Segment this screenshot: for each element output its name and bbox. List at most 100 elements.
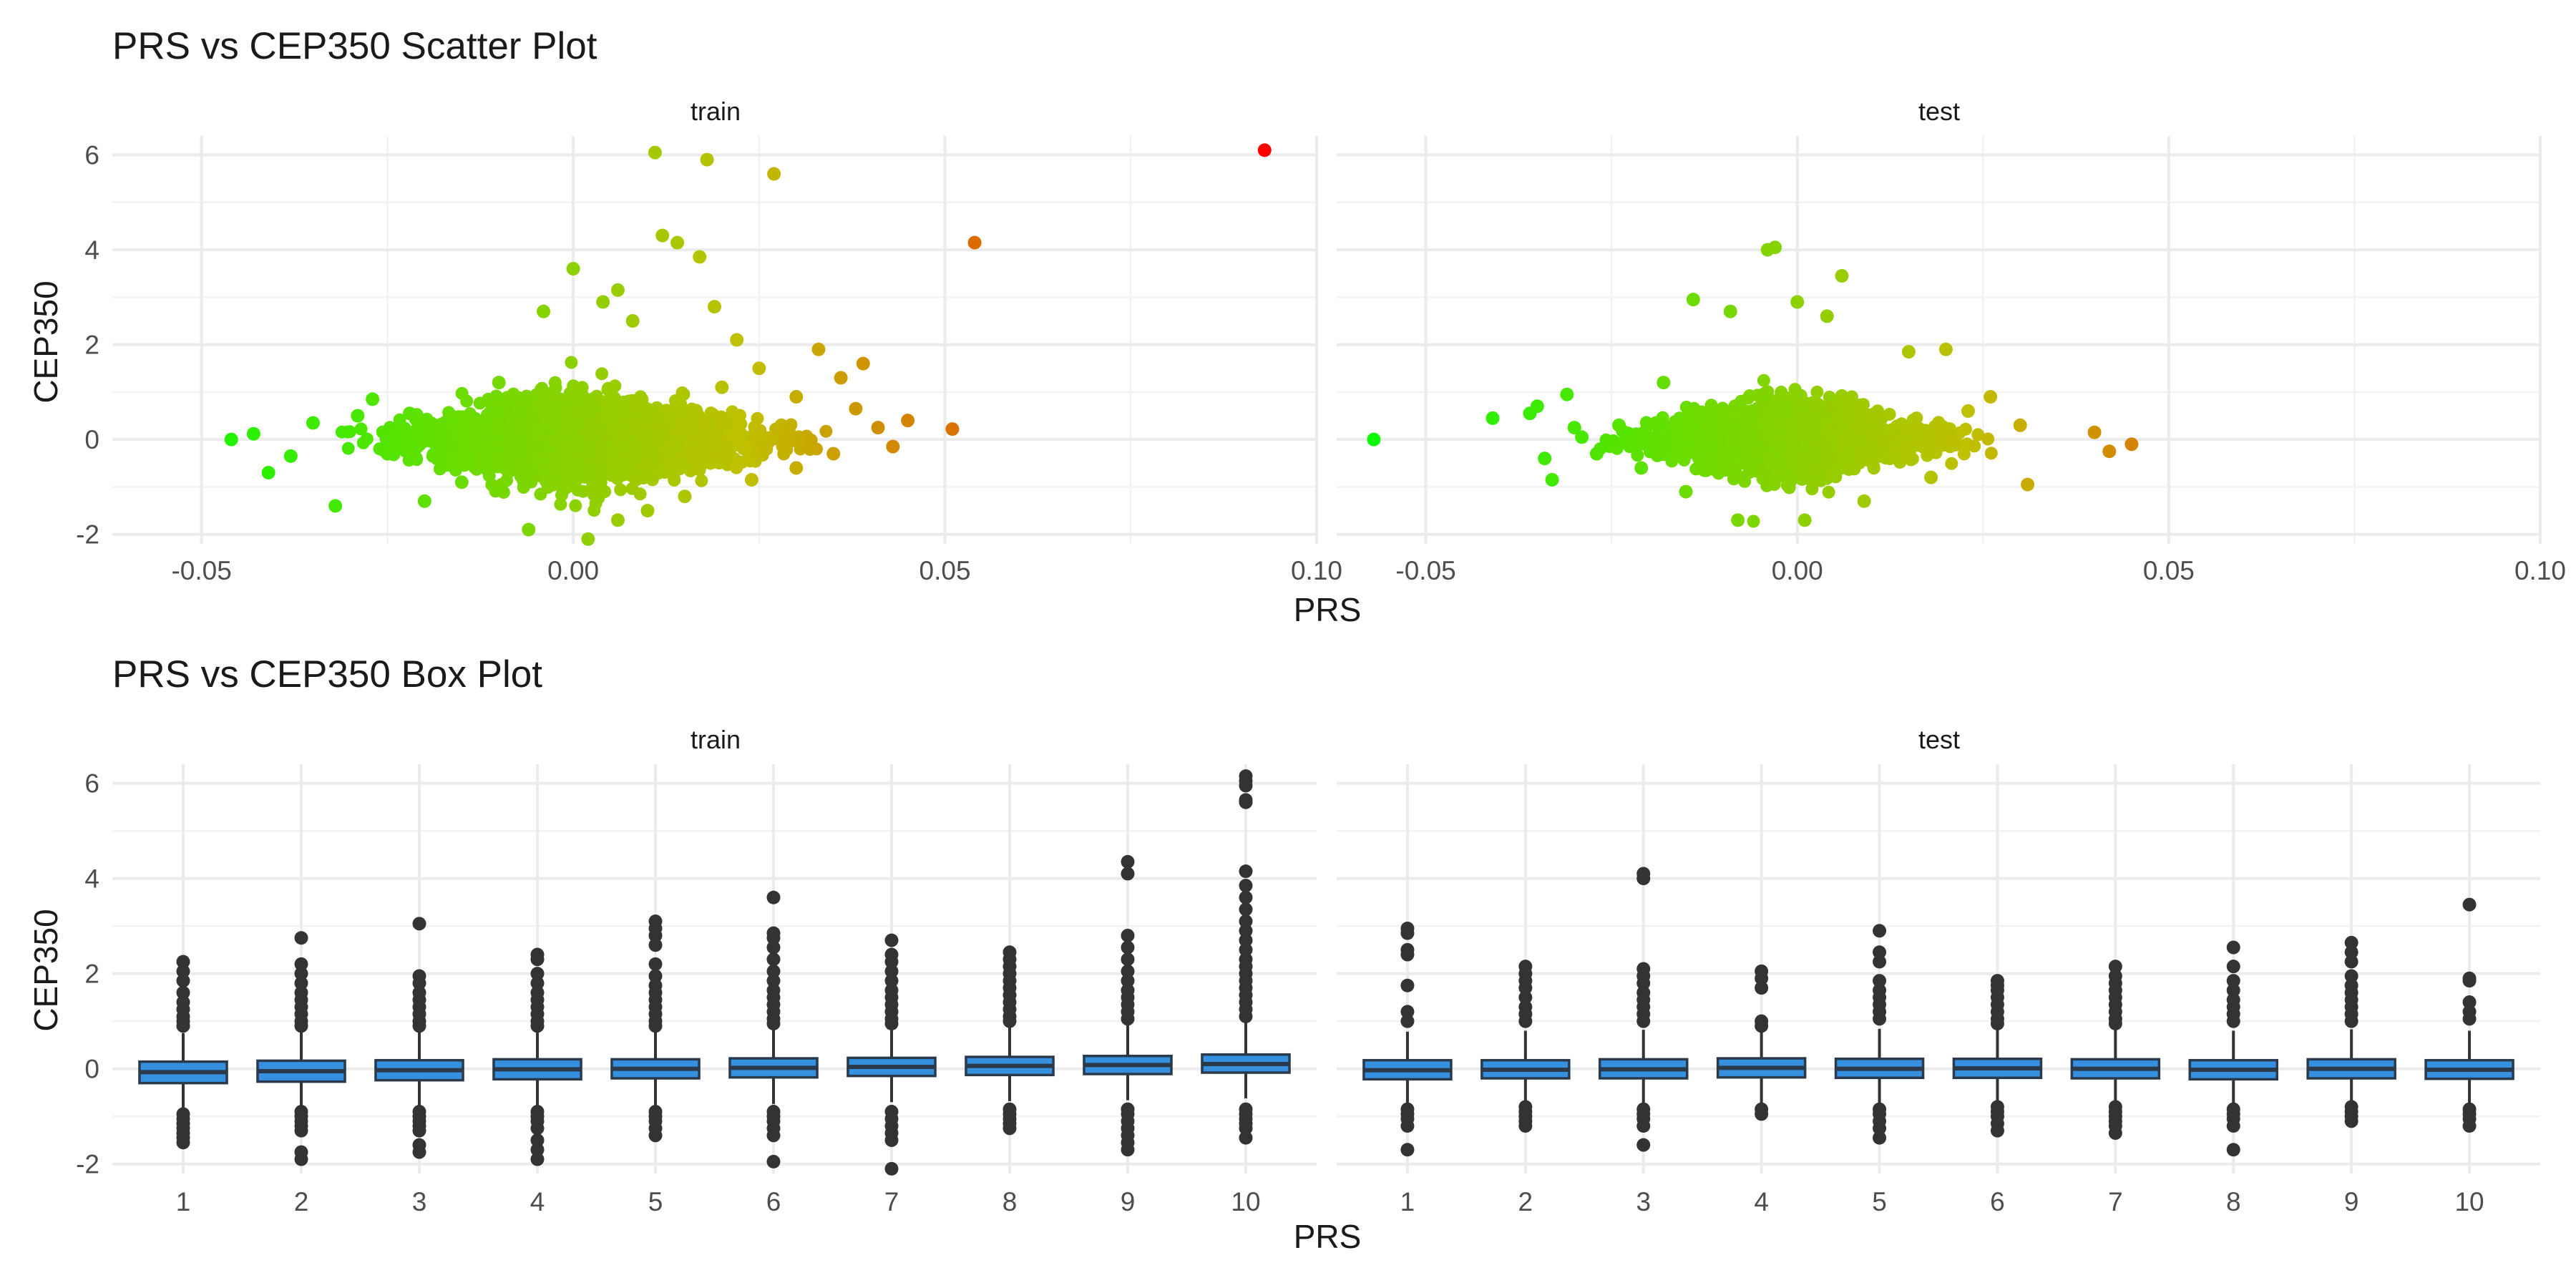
scatter-y-tick-label: 2 [84, 331, 99, 360]
box-outlier [294, 967, 308, 981]
scatter-x-tick-label: 0.00 [547, 556, 599, 585]
scatter-point [1801, 429, 1815, 442]
box-outlier [530, 967, 545, 981]
scatter-point [1822, 485, 1835, 499]
scatter-point [693, 463, 706, 477]
box-x-tick-label: 9 [2344, 1187, 2359, 1216]
scatter-point [784, 434, 798, 447]
scatter-point [224, 432, 238, 447]
scatter-point [376, 425, 389, 439]
scatter-point [283, 449, 298, 463]
scatter-point [1826, 429, 1840, 443]
scatter-panel-test: -0.05 0.00 0.05 0.10 [1337, 136, 2566, 585]
scatter-point [417, 494, 431, 508]
box-outlier [766, 940, 781, 955]
box-outlier [176, 974, 190, 988]
scatter-point [380, 447, 394, 461]
scatter-point [591, 422, 605, 436]
scatter-point [2013, 418, 2027, 432]
box-outlier [530, 1152, 545, 1166]
scatter-point [1837, 451, 1850, 464]
box-chart-title: PRS vs CEP350 Box Plot [112, 653, 542, 696]
scatter-point [668, 439, 681, 453]
scatter-point [1663, 449, 1677, 462]
scatter-point [499, 459, 512, 472]
scatter-point [617, 445, 630, 459]
scatter-point [1575, 430, 1589, 444]
scatter-point [485, 478, 499, 492]
box-x-tick-label: 4 [530, 1187, 545, 1216]
box-outlier [1518, 1118, 1533, 1133]
box-outlier [1400, 1118, 1415, 1133]
scatter-x-tick-label: -0.05 [1395, 556, 1455, 585]
box-x-tick-label: 7 [884, 1187, 899, 1216]
scatter-point [733, 409, 746, 422]
box-outlier [1636, 872, 1651, 886]
scatter-point [1704, 399, 1718, 412]
scatter-point [886, 439, 900, 454]
scatter-point [2102, 444, 2117, 459]
box-outlier [1121, 974, 1135, 988]
box-outlier [1873, 945, 1887, 960]
scatter-point [1981, 432, 1995, 446]
scatter-point [435, 439, 449, 452]
scatter-point [477, 456, 491, 470]
scatter-point [419, 418, 432, 431]
scatter-strip-test: test [1918, 97, 1960, 126]
box-outlier [1755, 1019, 1769, 1033]
scatter-point [519, 457, 532, 470]
box-x-tick-label: 1 [1400, 1187, 1415, 1216]
scatter-point [554, 497, 567, 511]
scatter-point [2124, 437, 2139, 452]
scatter-point [306, 416, 320, 430]
box-outlier [1121, 854, 1135, 869]
scatter-point [655, 228, 670, 243]
scatter-point [1589, 447, 1604, 461]
scatter-point [653, 465, 667, 479]
box-outlier [176, 985, 190, 1000]
scatter-point [589, 497, 602, 510]
box-outlier [1400, 947, 1415, 962]
scatter-point [563, 472, 577, 486]
scatter-y-axis-title: CEP350 [27, 280, 64, 403]
box-outlier [1121, 1143, 1135, 1157]
scatter-point [754, 429, 768, 442]
box-outlier [1239, 914, 1253, 928]
scatter-point [471, 432, 484, 446]
scatter-point [1766, 449, 1780, 463]
scatter-x-axis-title: PRS [1294, 591, 1362, 628]
scatter-point [774, 418, 789, 432]
scatter-point [1768, 240, 1782, 255]
box-outlier [884, 1161, 899, 1176]
scatter-point [586, 479, 600, 492]
scatter-point [588, 403, 602, 416]
scatter-point [432, 418, 447, 432]
box-x-tick-label: 3 [412, 1187, 427, 1216]
scatter-point [360, 432, 374, 446]
scatter-point [1775, 386, 1788, 399]
scatter-point [518, 419, 532, 433]
box-outlier [766, 964, 781, 978]
scatter-point [1639, 416, 1653, 429]
box-outlier [766, 974, 781, 988]
scatter-point [464, 451, 477, 464]
box-outlier [1239, 879, 1253, 893]
scatter-point [581, 532, 595, 546]
box-outlier [1755, 971, 1769, 985]
scatter-point [1890, 419, 1903, 433]
scatter-point [576, 404, 590, 418]
box-outlier [766, 1016, 781, 1030]
scatter-point [341, 425, 354, 439]
box-x-tick-label: 2 [1518, 1187, 1533, 1216]
box-outlier [1239, 864, 1253, 879]
scatter-point [1687, 401, 1701, 415]
scatter-point [1757, 374, 1770, 387]
scatter-point [569, 499, 582, 512]
scatter-point [856, 356, 870, 371]
scatter-point [665, 457, 678, 471]
box-strip-test: test [1918, 725, 1960, 754]
scatter-point [1771, 416, 1785, 430]
scatter-point [834, 371, 848, 385]
scatter-point [640, 504, 655, 518]
